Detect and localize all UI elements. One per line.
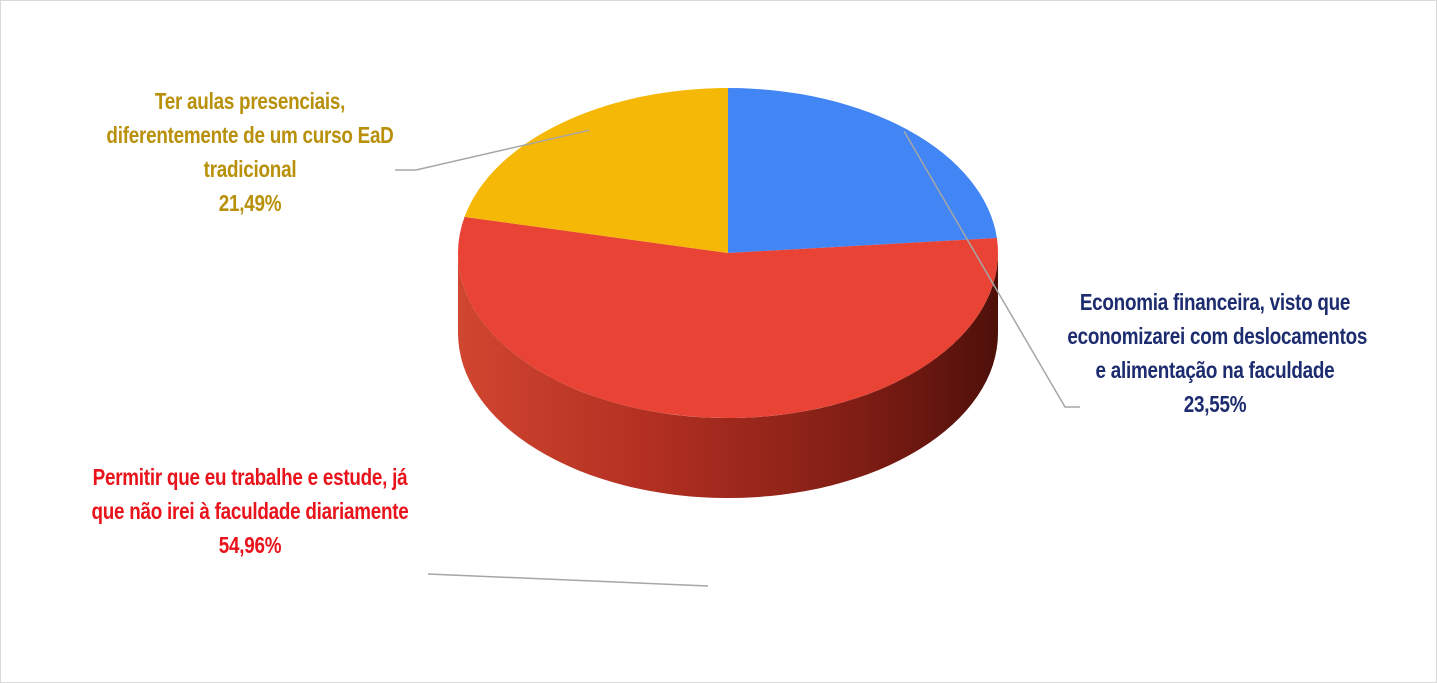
slice-label-line: que não irei à faculdade diariamente — [91, 498, 409, 524]
slice-trabalhar — [458, 216, 999, 418]
slice-percent: 54,96% — [218, 532, 282, 558]
slice-label-aulas-presenciais: Ter aulas presenciais, diferentemente de… — [102, 84, 397, 220]
slice-aulas-presenciais — [464, 87, 728, 253]
pie-side-wall — [458, 253, 998, 498]
slice-percent: 21,49% — [218, 190, 282, 216]
slice-label-line: tradicional — [203, 156, 297, 182]
slice-label-line: diferentemente de um curso EaD — [106, 122, 394, 148]
slice-label-line: economizarei com deslocamentos — [1067, 323, 1368, 349]
slice-label-line: Economia financeira, visto que — [1079, 289, 1351, 315]
slice-label-line: Ter aulas presenciais, — [154, 88, 346, 114]
slice-economia — [728, 88, 997, 253]
leader-line-aulas-presenciais — [395, 129, 590, 171]
slice-label-line: Permitir que eu trabalhe e estude, já — [92, 464, 408, 490]
leader-line-economia — [903, 130, 1080, 408]
slice-label-trabalhar: Permitir que eu trabalhe e estude, já qu… — [78, 460, 422, 562]
slice-percent: 23,55% — [1183, 391, 1247, 417]
leader-line-trabalhar — [427, 573, 709, 587]
slice-label-economia: Economia financeira, visto que economiza… — [1067, 285, 1368, 421]
slice-label-line: e alimentação na faculdade — [1095, 357, 1335, 383]
